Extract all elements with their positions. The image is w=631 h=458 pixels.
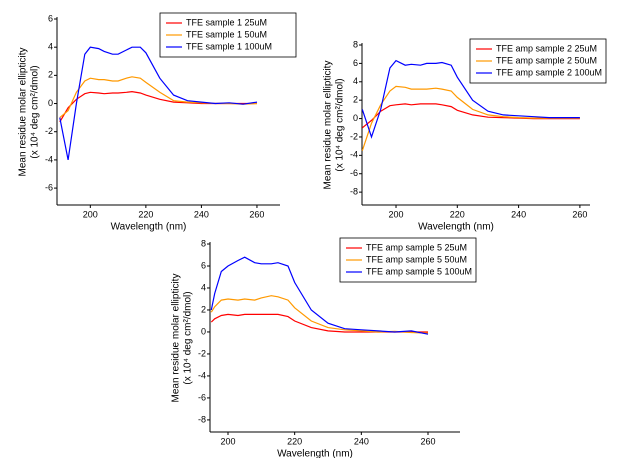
legend-label: TFE sample 1 100uM [186,41,272,51]
legend-label: TFE sample 1 25uM [186,17,267,27]
y-tick-label: 0 [48,98,53,108]
x-tick-label: 240 [511,209,526,219]
y-tick-label: -2 [198,348,206,358]
y-tick-label: 0 [353,113,358,123]
legend-box [159,12,297,58]
x-axis-label: Wavelength (nm) [111,222,187,233]
x-tick-label: 240 [194,209,209,219]
legend-label: TFE amp sample 5 25uM [366,242,467,252]
legend-label: TFE amp sample 2 100uM [496,67,602,77]
series-line [361,59,580,139]
y-tick-label: -6 [198,392,206,402]
x-tick-label: 260 [420,436,435,446]
y-axis-label: (x 10⁴ deg cm²/dmol) [335,78,346,171]
y-tick-label: 6 [353,58,358,68]
y-tick-label: 4 [48,42,53,52]
y-tick-label: -4 [45,154,53,164]
legend-box [339,237,477,283]
series-line [59,90,257,123]
y-axis-label: (x 10⁴ deg cm²/dmol) [183,291,194,384]
y-axis-label: Mean residue molar ellipticity [18,48,29,177]
x-tick-label: 200 [83,209,98,219]
x-tick-label: 260 [572,209,587,219]
legend-box [469,38,607,84]
y-axis-label: Mean residue molar ellipticity [171,274,182,403]
y-tick-label: -4 [350,150,358,160]
y-tick-label: 2 [201,304,206,314]
x-axis-label: Wavelength (nm) [277,449,353,458]
legend-label: TFE amp sample 2 25uM [496,43,597,53]
y-tick-label: 0 [201,326,206,336]
y-tick-label: -2 [45,126,53,136]
y-tick-label: -8 [198,414,206,424]
y-tick-label: 4 [201,282,206,292]
y-tick-label: -2 [350,131,358,141]
y-tick-label: 8 [201,238,206,248]
y-tick-label: 6 [201,260,206,270]
y-tick-label: -6 [350,168,358,178]
x-tick-label: 200 [389,209,404,219]
series-line [59,76,258,119]
y-tick-label: 4 [353,76,358,86]
series-line [59,46,258,161]
x-axis-label: Wavelength (nm) [418,222,494,233]
legend-label: TFE sample 1 50uM [186,29,267,39]
x-tick-label: 220 [450,209,465,219]
y-tick-label: 2 [48,70,53,80]
x-tick-label: 220 [138,209,153,219]
x-tick-label: 260 [249,209,264,219]
legend-label: TFE amp sample 5 100uM [366,266,472,276]
series-line [361,85,580,151]
y-tick-label: 2 [353,95,358,105]
legend-label: TFE amp sample 2 50uM [496,55,597,65]
x-tick-label: 240 [354,436,369,446]
y-tick-label: 8 [353,39,358,49]
y-axis-label: Mean residue molar ellipticity [323,61,334,190]
series-line [210,256,429,335]
y-tick-label: 6 [48,13,53,23]
x-tick-label: 200 [220,436,235,446]
y-tick-label: -6 [45,182,53,192]
y-tick-label: -8 [350,187,358,197]
x-tick-label: 220 [287,436,302,446]
y-axis-label: (x 10⁴ deg cm²/dmol) [30,65,41,158]
series-line [210,295,429,334]
y-tick-label: -4 [198,370,206,380]
legend-label: TFE amp sample 5 50uM [366,254,467,264]
